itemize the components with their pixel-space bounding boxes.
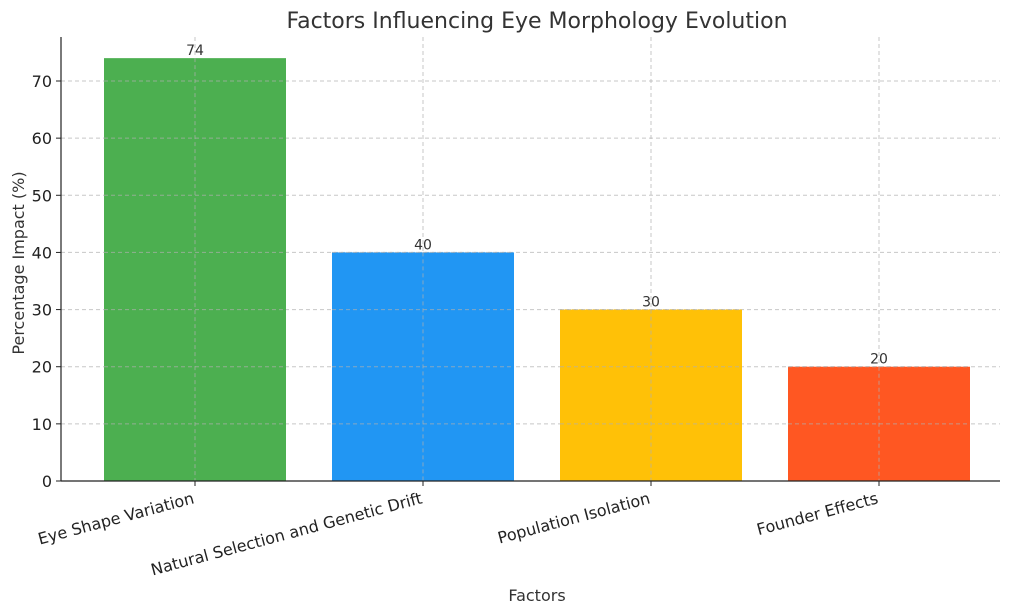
y-tick-label: 30 [32,301,52,320]
x-tick-label: Eye Shape Variation [36,489,196,549]
y-axis-label: Percentage Impact (%) [9,171,28,354]
y-tick-label: 50 [32,186,52,205]
axes-layer [60,37,1000,482]
y-ticks: 0 10 20 30 40 50 60 70 [32,72,61,491]
y-tick-label: 40 [32,243,52,262]
x-axis-label: Factors [508,586,565,605]
bar-value-label: 74 [186,43,204,59]
y-tick-label: 20 [32,358,52,377]
y-tick-label: 60 [32,129,52,148]
y-tick-label: 10 [32,415,52,434]
bars-layer [104,58,970,482]
y-tick-label: 0 [42,472,52,491]
x-tick-label: Founder Effects [755,489,880,540]
y-tick-label: 70 [32,72,52,91]
bar-value-label: 40 [414,237,432,253]
x-tick-label: Population Isolation [496,489,652,548]
value-labels: 74 40 30 20 [186,43,888,368]
chart-title: Factors Influencing Eye Morphology Evolu… [286,9,787,34]
bar-value-label: 20 [870,352,888,368]
bar-value-label: 30 [642,295,660,311]
